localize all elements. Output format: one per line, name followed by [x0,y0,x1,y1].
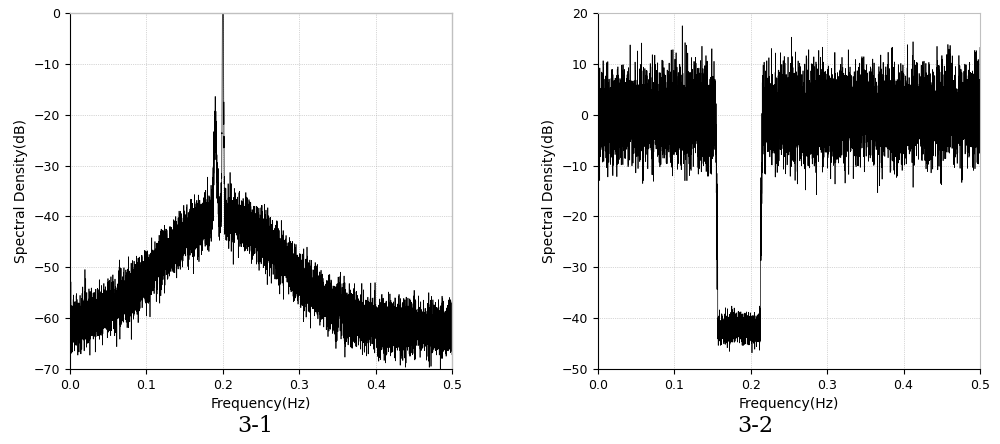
X-axis label: Frequency(Hz): Frequency(Hz) [739,397,839,411]
Y-axis label: Spectral Density(dB): Spectral Density(dB) [14,119,28,263]
Text: 3-1: 3-1 [237,415,273,437]
Y-axis label: Spectral Density(dB): Spectral Density(dB) [542,119,556,263]
Text: 3-2: 3-2 [737,415,773,437]
X-axis label: Frequency(Hz): Frequency(Hz) [211,397,311,411]
